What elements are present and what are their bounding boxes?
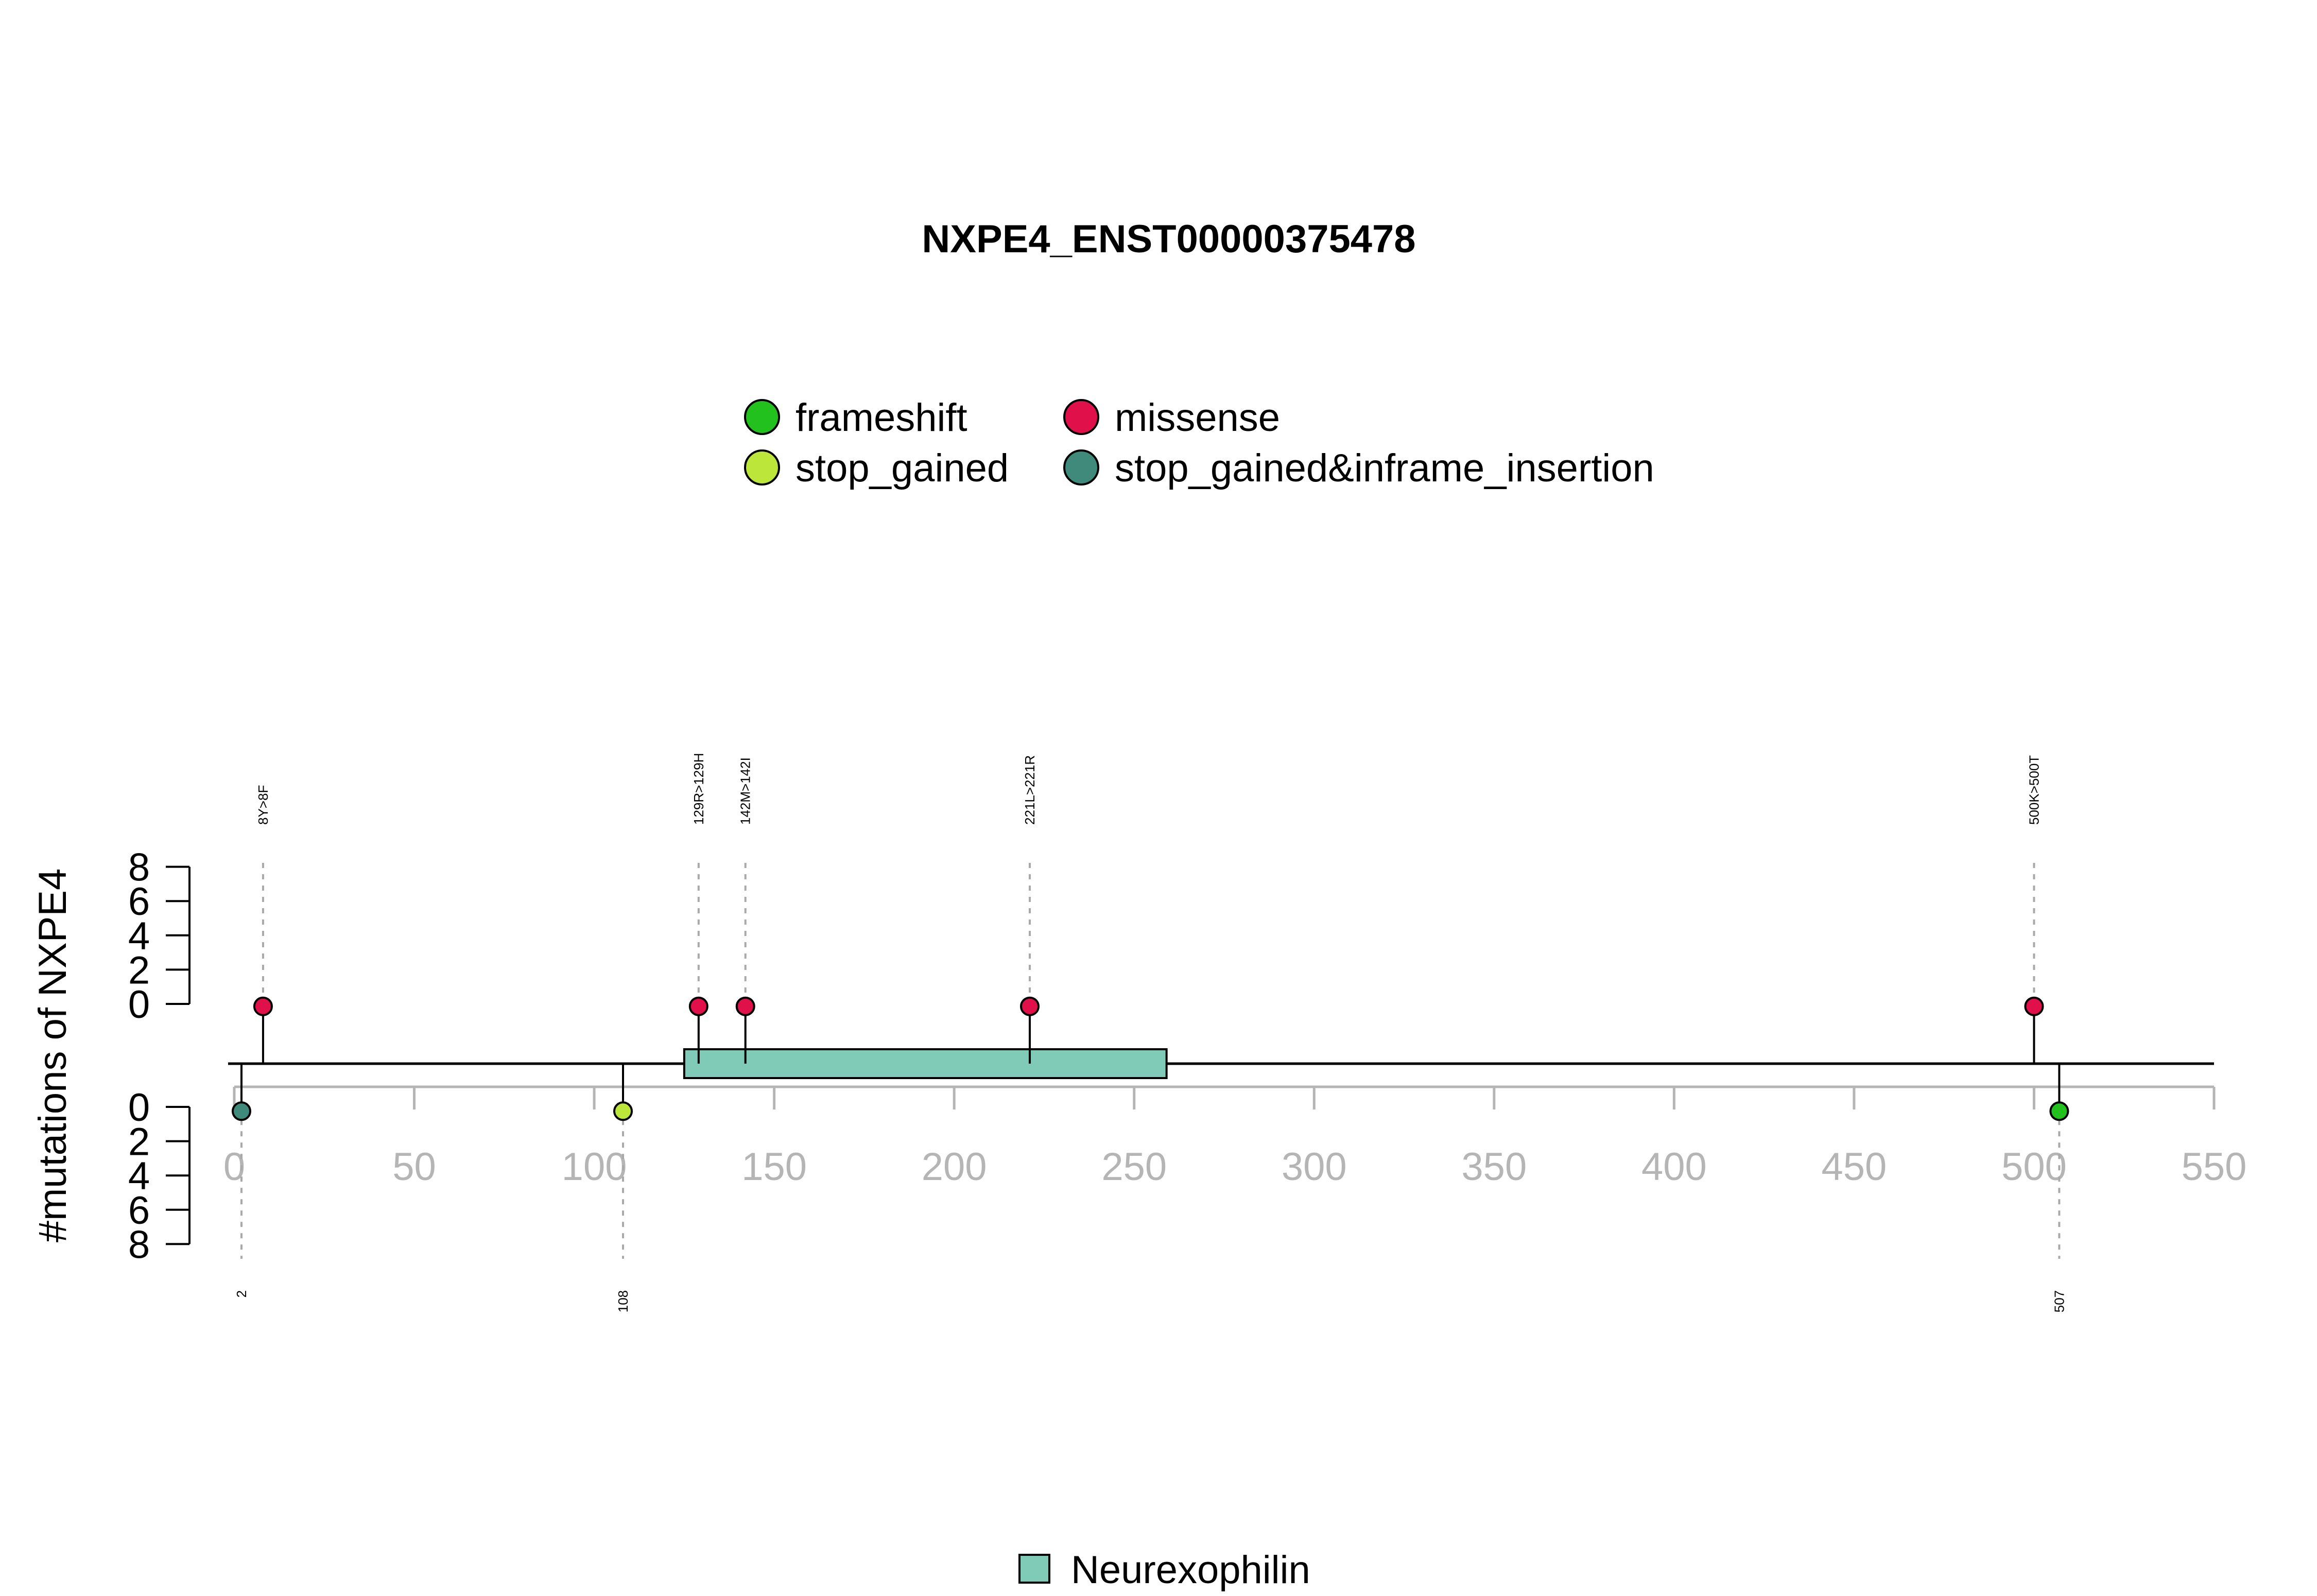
x-tick-label: 150 <box>741 1145 807 1189</box>
y-tick-label: 2 <box>128 1120 150 1164</box>
legend: frameshift missense stop_gained stop_gained… <box>744 396 1654 490</box>
mutation-label: 221L>221R <box>1022 755 1038 825</box>
mutation-point <box>253 996 273 1016</box>
x-tick-label: 300 <box>1282 1145 1347 1189</box>
mutation-label: 129R>129H <box>691 753 706 825</box>
mutation-point <box>1019 996 1040 1016</box>
mutation-point <box>688 996 708 1016</box>
y-tick-label: 8 <box>128 1223 150 1267</box>
mutation-label: 108 <box>615 1290 631 1312</box>
x-tick-label: 500 <box>2001 1145 2067 1189</box>
mutation-label: 142M>142I <box>738 757 753 825</box>
legend-label: stop_gained&inframe_insertion <box>1115 446 1654 490</box>
mutation-label: 500K>500T <box>2026 755 2042 825</box>
y-tick-label: 6 <box>128 1189 150 1233</box>
mutation-label: 8Y>8F <box>255 785 271 825</box>
legend-swatch <box>744 449 780 485</box>
legend-label: frameshift <box>796 396 967 440</box>
x-tick-label: 550 <box>2182 1145 2247 1189</box>
x-tick-label: 350 <box>1461 1145 1527 1189</box>
x-tick-label: 250 <box>1101 1145 1167 1189</box>
y-tick-label: 8 <box>128 846 150 890</box>
y-tick-label: 0 <box>128 983 150 1027</box>
mutation-point <box>2024 996 2044 1016</box>
legend-label: stop_gained <box>796 446 1009 490</box>
x-tick-label: 400 <box>1641 1145 1707 1189</box>
x-tick-label: 100 <box>562 1145 627 1189</box>
x-tick-label: 50 <box>392 1145 436 1189</box>
x-tick-label: 450 <box>1822 1145 1887 1189</box>
legend-swatch <box>1063 449 1099 485</box>
mutation-point <box>231 1101 251 1121</box>
y-axis-label: #mutations of NXPE4 <box>31 869 75 1243</box>
mutation-label: 507 <box>2051 1290 2067 1312</box>
mutation-point <box>613 1101 633 1121</box>
legend-label: missense <box>1115 396 1280 440</box>
legend-swatch <box>744 399 780 435</box>
legend-swatch <box>1063 399 1099 435</box>
domain-legend: Neurexophilin <box>1018 1548 1310 1592</box>
domain-legend-label: Neurexophilin <box>1071 1548 1310 1592</box>
x-tick-label: 200 <box>922 1145 987 1189</box>
mutation-label: 2 <box>234 1290 249 1297</box>
chart-title: NXPE4_ENST00000375478 <box>922 217 1415 261</box>
y-tick-label: 0 <box>128 1086 150 1130</box>
mutation-point <box>735 996 755 1016</box>
domain-legend-swatch <box>1018 1554 1050 1584</box>
y-tick-label: 2 <box>128 948 150 992</box>
y-tick-label: 6 <box>128 880 150 924</box>
y-tick-label: 4 <box>128 914 150 958</box>
y-tick-label: 4 <box>128 1154 150 1198</box>
domain-neurexophilin <box>683 1048 1168 1079</box>
mutation-point <box>2049 1101 2069 1121</box>
